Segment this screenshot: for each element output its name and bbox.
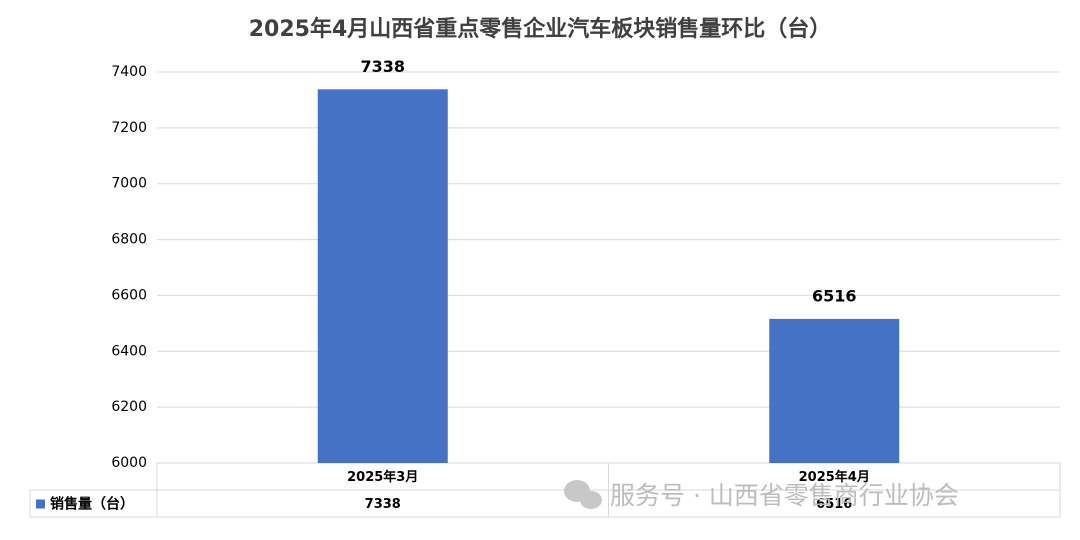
y-tick-label: 6000: [111, 455, 147, 471]
y-tick-label: 6600: [111, 287, 147, 303]
legend-label: 销售量（台）: [50, 496, 134, 513]
bar: [317, 89, 448, 464]
x-tick-label: 2025年3月: [347, 469, 418, 485]
data-label: 6516: [812, 286, 857, 305]
data-label: 7338: [360, 57, 405, 76]
x-tick-label: 2025年4月: [799, 469, 870, 485]
plot: 6000 6200 6400 6600 6800 7000 7200 7400 2025年3月 2…: [29, 57, 1061, 518]
watermark-icon: [564, 480, 602, 509]
y-tick-label: 6800: [111, 232, 147, 248]
y-tick-label: 7200: [111, 120, 147, 136]
watermark: 服务号 · 山西省零售商行业协会: [610, 481, 959, 510]
chart-title: 2025年4月山西省重点零售企业汽车板块销售量环比（台）: [249, 16, 832, 42]
table-value: 7338: [365, 497, 401, 512]
bar: [769, 318, 900, 463]
y-tick-label: 7000: [111, 176, 147, 192]
legend-key: [36, 499, 45, 509]
y-tick-label: 7400: [111, 64, 147, 80]
y-tick-label: 6400: [111, 343, 147, 359]
table-value: 6516: [816, 497, 852, 512]
y-tick-label: 6200: [111, 399, 147, 415]
